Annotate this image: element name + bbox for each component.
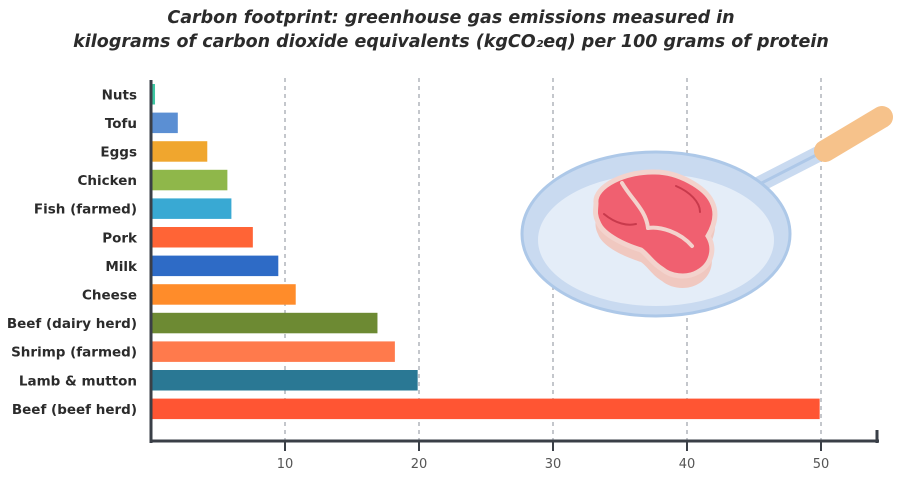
bar [151, 370, 418, 391]
category-label: Pork [102, 230, 138, 246]
bar [151, 341, 395, 362]
category-label: Milk [105, 259, 138, 275]
bar [151, 227, 253, 248]
x-tick-label: 40 [679, 457, 696, 472]
bar [151, 112, 178, 134]
bar [151, 255, 279, 277]
category-label: Nuts [102, 87, 137, 103]
x-tick-label: 30 [545, 457, 562, 472]
category-label: Beef (dairy herd) [7, 316, 137, 332]
bar [151, 398, 820, 420]
x-tick-label: 20 [411, 457, 428, 472]
chart-title-line-2: kilograms of carbon dioxide equivalents … [73, 32, 829, 52]
chart-title-line-1: Carbon footprint: greenhouse gas emissio… [167, 8, 735, 28]
x-tick-label: 10 [277, 457, 294, 472]
bar [151, 169, 228, 191]
steak-in-frying-pan-icon [520, 106, 893, 318]
bar [151, 84, 156, 105]
category-label: Cheese [82, 287, 137, 303]
x-axis-ticks: 10 20 30 40 50 [277, 441, 830, 472]
category-label: Beef (beef herd) [12, 402, 137, 418]
category-label: Chicken [77, 173, 137, 189]
category-label: Fish (farmed) [34, 202, 137, 218]
category-label: Eggs [100, 144, 137, 160]
chart-title: Carbon footprint: greenhouse gas emissio… [0, 6, 902, 54]
category-label: Tofu [105, 116, 137, 132]
bars [151, 84, 820, 420]
category-label: Shrimp (farmed) [11, 345, 137, 361]
x-tick-label: 50 [813, 457, 830, 472]
bar [151, 198, 232, 219]
category-labels: Nuts Tofu Eggs Chicken Fish (farmed) Pork Milk… [7, 87, 138, 418]
category-label: Lamb & mutton [19, 373, 137, 389]
bar [151, 141, 208, 162]
bar [151, 312, 378, 334]
bar [151, 284, 296, 305]
